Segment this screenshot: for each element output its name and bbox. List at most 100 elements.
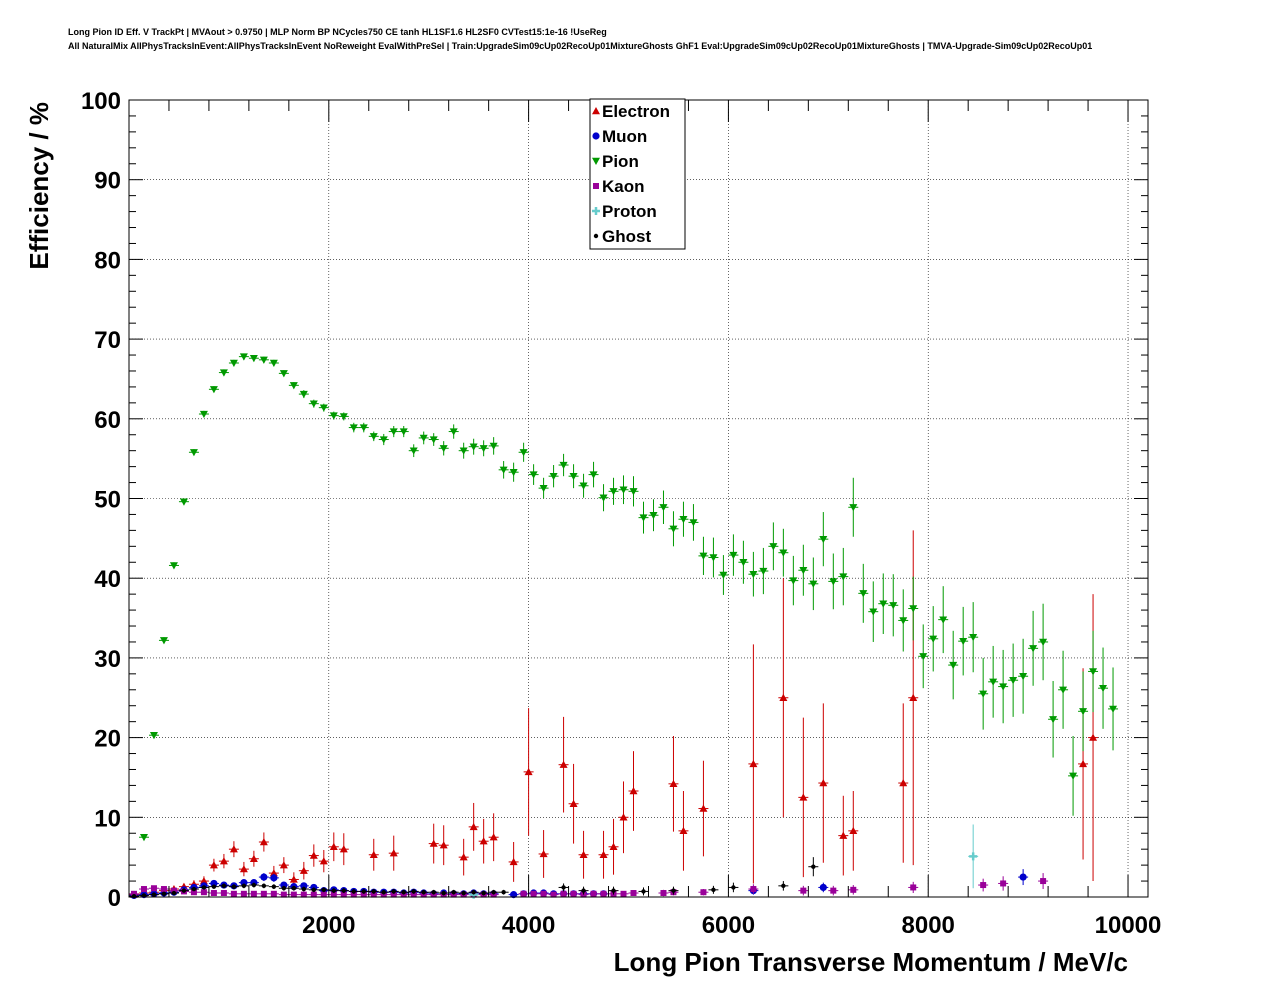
- pion-marker: [949, 661, 958, 670]
- pion-point: [568, 464, 579, 489]
- title-line-2: All NaturalMix AllPhysTracksInEvent:AllP…: [68, 41, 1093, 51]
- ghost-marker: [431, 890, 436, 895]
- pion-point: [828, 553, 839, 610]
- pion-marker: [759, 567, 768, 576]
- electron-marker: [429, 839, 438, 847]
- ghost-point: [318, 887, 329, 893]
- ghost-marker: [151, 892, 157, 897]
- pion-marker: [249, 355, 258, 363]
- ghost-marker: [231, 884, 237, 889]
- kaon-marker: [140, 886, 147, 893]
- legend-label-muon: Muon: [602, 127, 647, 146]
- ghost-marker: [391, 889, 396, 894]
- electron-marker: [289, 875, 298, 883]
- pion-point: [968, 602, 979, 673]
- pion-marker: [769, 543, 778, 551]
- pion-marker: [1059, 686, 1068, 694]
- pion-marker: [879, 600, 888, 608]
- ghost-point: [578, 886, 589, 895]
- pion-marker: [579, 482, 588, 490]
- pion-marker: [409, 447, 418, 455]
- ghost-point: [778, 881, 789, 891]
- pion-point: [478, 440, 489, 457]
- kaon-point: [298, 891, 309, 898]
- pion-point: [988, 645, 999, 718]
- pion-marker: [439, 445, 448, 453]
- pion-marker: [209, 386, 218, 394]
- legend-box: [589, 98, 686, 250]
- ghost-marker: [381, 890, 386, 895]
- pion-marker: [469, 443, 478, 451]
- pion-point: [1088, 630, 1099, 713]
- ghost-marker: [641, 889, 646, 894]
- electron-marker: [309, 851, 318, 859]
- electron-marker: [679, 826, 688, 835]
- y-tick-label: 50: [94, 487, 121, 514]
- kaon-point: [138, 886, 149, 893]
- ghost-point: [308, 887, 319, 893]
- kaon-point: [308, 891, 319, 898]
- pion-marker: [849, 504, 858, 512]
- electron-marker: [569, 799, 578, 807]
- ghost-point: [198, 885, 209, 890]
- pion-point: [598, 484, 609, 512]
- ghost-marker: [501, 890, 506, 895]
- pion-point: [638, 501, 649, 534]
- kaon-marker: [550, 891, 557, 898]
- pion-point: [608, 477, 619, 505]
- pion-marker: [599, 494, 608, 502]
- pion-point: [698, 536, 709, 576]
- electron-marker: [609, 842, 618, 850]
- kaon-marker: [700, 889, 707, 896]
- pion-marker: [649, 512, 658, 520]
- electron-point: [208, 858, 219, 872]
- pion-marker: [239, 353, 248, 361]
- pion-marker: [549, 472, 558, 481]
- kaon-marker: [540, 890, 547, 897]
- y-tick-label: 100: [81, 88, 121, 115]
- pion-marker: [1089, 668, 1098, 676]
- pion-point: [308, 399, 319, 408]
- ghost-marker: [371, 889, 376, 894]
- electron-marker: [669, 779, 678, 788]
- kaon-marker: [350, 891, 357, 898]
- electron-marker: [559, 760, 568, 768]
- legend-marker-pion: [592, 157, 600, 165]
- ghost-point: [608, 886, 619, 895]
- pion-marker: [669, 525, 678, 533]
- pion-marker: [489, 442, 498, 450]
- kaon-point: [258, 890, 269, 897]
- electron-point: [618, 781, 629, 854]
- kaon-point: [208, 890, 219, 897]
- electron-point: [778, 578, 789, 818]
- kaon-point: [288, 891, 299, 898]
- electron-point: [308, 844, 319, 867]
- ghost-point: [388, 889, 399, 894]
- pion-point: [978, 657, 989, 730]
- pion-marker: [1079, 708, 1088, 716]
- legend-entry-pion: Pion: [592, 152, 639, 171]
- electron-point: [898, 703, 909, 863]
- pion-marker: [689, 519, 698, 527]
- ghost-point: [408, 889, 419, 894]
- muon-marker: [819, 883, 827, 892]
- electron-marker: [629, 786, 638, 795]
- electron-point: [238, 861, 249, 877]
- y-axis-title: Efficiency / %: [24, 102, 54, 270]
- kaon-point: [978, 878, 989, 892]
- pion-point: [788, 555, 799, 606]
- muon-point: [268, 873, 279, 882]
- pion-point: [798, 544, 809, 596]
- pion-point: [248, 355, 259, 363]
- legend-marker-electron: [592, 107, 600, 115]
- kaon-marker: [370, 891, 377, 898]
- pion-point: [338, 412, 349, 421]
- ghost-marker: [461, 890, 466, 896]
- electron-point: [458, 838, 469, 876]
- ghost-point: [478, 890, 489, 896]
- title-line-1: Long Pion ID Eff. V TrackPt | MVAout > 0…: [68, 27, 607, 37]
- pion-point: [388, 425, 399, 438]
- ghost-point: [468, 889, 479, 895]
- kaon-marker: [520, 890, 527, 897]
- muon-marker: [240, 879, 248, 887]
